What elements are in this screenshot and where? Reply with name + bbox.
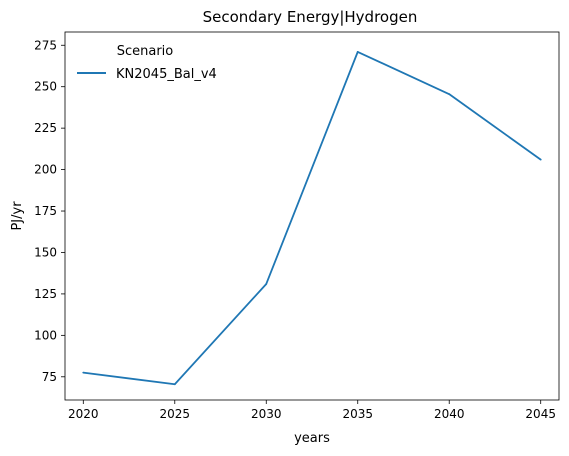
legend: Scenario KN2045_Bal_v4 bbox=[77, 44, 217, 82]
x-axis: 2020 2025 2030 2035 2040 2045 bbox=[68, 400, 556, 421]
y-tick-label: 125 bbox=[34, 287, 57, 301]
y-tick-label: 175 bbox=[34, 204, 57, 218]
y-axis-label: PJ/yr bbox=[10, 201, 25, 231]
x-axis-label: years bbox=[294, 431, 330, 446]
data-point bbox=[265, 283, 268, 285]
x-tick-label: 2035 bbox=[342, 407, 373, 421]
y-tick-label: 150 bbox=[34, 245, 57, 259]
x-tick-label: 2020 bbox=[68, 407, 99, 421]
y-axis: 75 100 125 150 175 200 225 250 275 bbox=[34, 38, 65, 384]
data-point bbox=[356, 50, 359, 53]
legend-label: KN2045_Bal_v4 bbox=[116, 67, 217, 82]
y-tick-label: 225 bbox=[34, 121, 57, 135]
y-tick-label: 75 bbox=[42, 370, 57, 384]
x-tick-label: 2030 bbox=[251, 407, 282, 421]
legend-title: Scenario bbox=[117, 44, 174, 59]
y-tick-label: 100 bbox=[34, 328, 57, 342]
y-tick-label: 275 bbox=[34, 38, 57, 52]
data-point bbox=[539, 158, 542, 161]
y-tick-label: 250 bbox=[34, 80, 57, 94]
x-tick-label: 2040 bbox=[434, 407, 465, 421]
plot-frame bbox=[64, 31, 560, 401]
series-line-0 bbox=[83, 50, 542, 386]
series-layer bbox=[82, 50, 542, 386]
x-tick-label: 2025 bbox=[160, 407, 191, 421]
data-point bbox=[448, 93, 451, 96]
x-tick-label: 2045 bbox=[525, 407, 556, 421]
chart-title: Secondary Energy|Hydrogen bbox=[203, 8, 418, 26]
plot-area bbox=[64, 31, 560, 401]
data-point bbox=[82, 371, 85, 374]
y-tick-label: 200 bbox=[34, 163, 57, 177]
data-point bbox=[173, 383, 176, 386]
